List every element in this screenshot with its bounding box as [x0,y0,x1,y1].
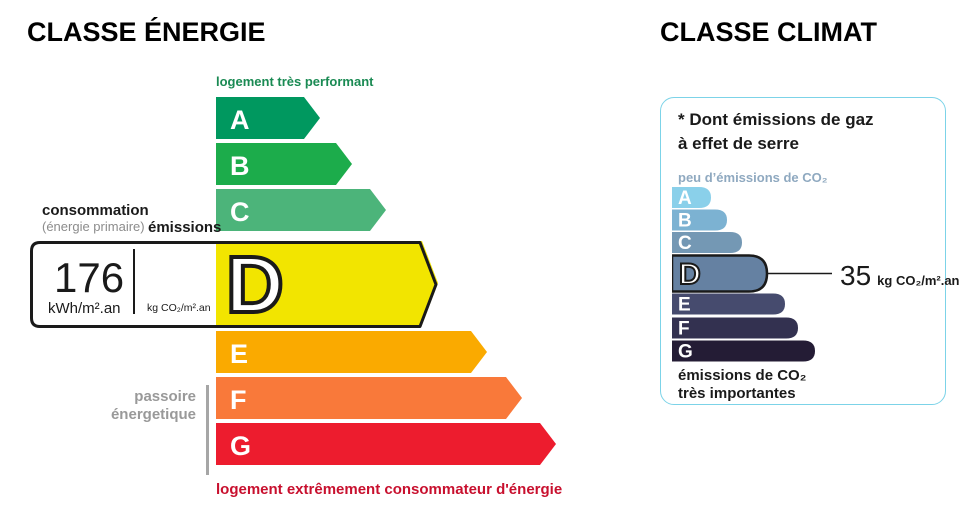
svg-text:D: D [679,258,701,291]
svg-text:G: G [678,342,693,363]
svg-text:A: A [230,105,250,135]
svg-text:E: E [678,295,691,316]
svg-text:E: E [230,339,248,369]
svg-text:G: G [230,431,251,461]
svg-text:F: F [678,319,690,340]
svg-text:C: C [678,233,692,254]
svg-text:A: A [678,188,692,209]
svg-text:F: F [230,385,247,415]
svg-text:C: C [230,197,250,227]
svg-text:B: B [678,211,692,232]
svg-text:B: B [230,151,250,181]
